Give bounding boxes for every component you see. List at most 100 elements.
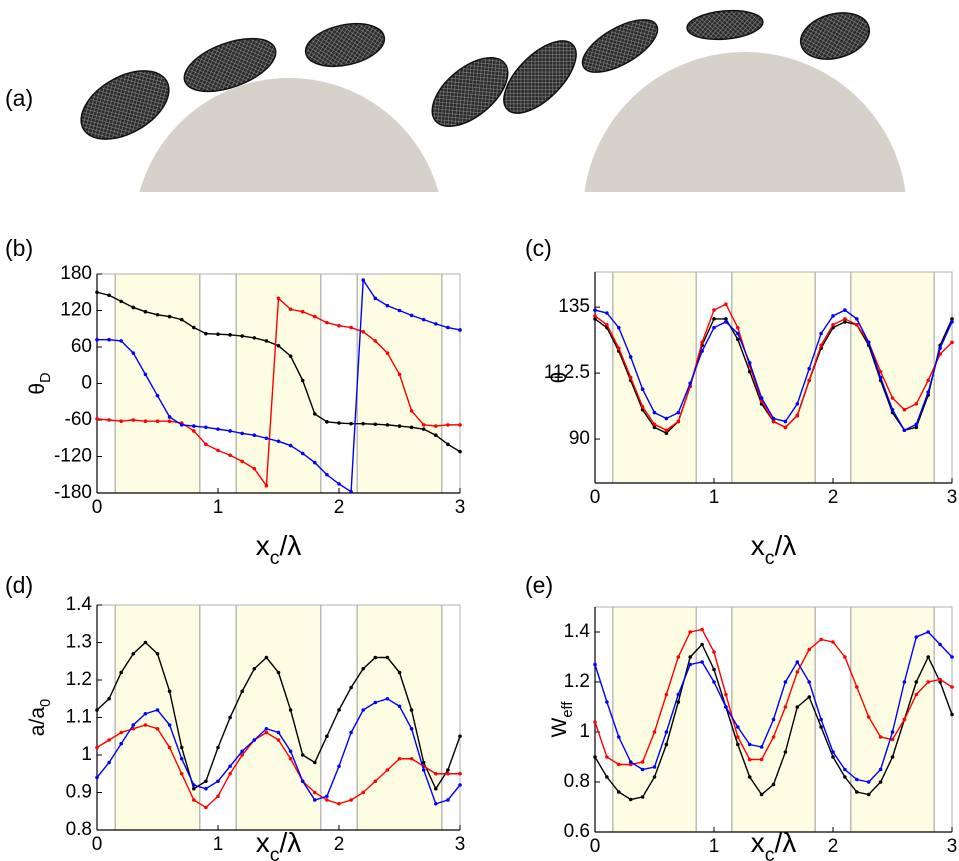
label-text: θ bbox=[26, 383, 49, 395]
x-tick-label: 1 bbox=[709, 836, 720, 857]
data-point bbox=[264, 339, 269, 343]
data-point bbox=[807, 695, 811, 699]
y-tick-label: 0 bbox=[81, 373, 92, 394]
data-point bbox=[855, 790, 859, 794]
data-point bbox=[759, 757, 764, 762]
data-point bbox=[458, 734, 462, 739]
data-point bbox=[131, 651, 136, 656]
data-point bbox=[950, 655, 954, 659]
data-point bbox=[313, 790, 317, 795]
data-point bbox=[155, 393, 160, 398]
data-point bbox=[795, 660, 800, 664]
label-text: x bbox=[256, 827, 270, 858]
data-point bbox=[902, 407, 907, 412]
data-point bbox=[819, 343, 823, 348]
data-point bbox=[264, 483, 269, 488]
data-point bbox=[652, 765, 657, 769]
x-tick-label: 3 bbox=[947, 487, 958, 508]
y-tick-label: 1.3 bbox=[66, 632, 92, 653]
data-point bbox=[914, 692, 919, 697]
shaded-region bbox=[114, 604, 201, 831]
data-point bbox=[434, 801, 438, 806]
data-point bbox=[361, 329, 366, 334]
data-point bbox=[143, 372, 148, 377]
data-point bbox=[759, 396, 764, 400]
data-point bbox=[446, 768, 450, 772]
data-point bbox=[458, 423, 462, 427]
data-point bbox=[831, 750, 835, 754]
data-point bbox=[409, 708, 414, 712]
y-tick-label: 1.4 bbox=[66, 594, 93, 615]
shaded-region bbox=[850, 606, 935, 833]
y-axis-label: Weff bbox=[548, 701, 576, 738]
data-point bbox=[95, 416, 99, 421]
data-point bbox=[807, 378, 811, 383]
data-point bbox=[276, 439, 281, 444]
data-point bbox=[373, 296, 378, 301]
data-point bbox=[325, 420, 329, 424]
data-point bbox=[617, 790, 621, 794]
y-tick-label: 0.8 bbox=[66, 819, 92, 840]
data-point bbox=[228, 429, 232, 433]
data-point bbox=[640, 387, 645, 392]
data-point bbox=[843, 775, 847, 779]
x-axis-label: xc/λ bbox=[751, 530, 797, 569]
data-point bbox=[712, 317, 716, 321]
label-subscript: c bbox=[270, 844, 280, 861]
y-tick-label: -180 bbox=[54, 482, 92, 503]
data-point bbox=[349, 325, 353, 330]
data-point bbox=[107, 337, 111, 342]
data-point bbox=[204, 805, 208, 810]
data-point bbox=[783, 419, 788, 424]
data-point bbox=[228, 333, 232, 337]
data-point bbox=[866, 792, 871, 797]
data-point bbox=[866, 780, 871, 784]
data-point bbox=[264, 436, 269, 441]
data-point bbox=[155, 419, 160, 424]
data-point bbox=[204, 779, 208, 784]
label-subscript: c bbox=[765, 844, 775, 861]
data-point bbox=[724, 302, 728, 307]
data-point bbox=[938, 680, 942, 684]
data-point bbox=[155, 312, 160, 317]
data-point bbox=[950, 320, 954, 324]
data-point bbox=[855, 777, 859, 782]
x-tick-label: 3 bbox=[947, 836, 958, 857]
data-point bbox=[228, 453, 232, 458]
x-tick-label: 2 bbox=[334, 497, 345, 518]
data-point bbox=[361, 666, 366, 671]
data-point bbox=[890, 407, 895, 412]
data-point bbox=[143, 723, 148, 727]
data-point bbox=[95, 775, 99, 780]
data-point bbox=[950, 317, 954, 321]
label-text: x bbox=[256, 530, 270, 561]
shaded-region bbox=[731, 271, 816, 484]
data-point bbox=[276, 738, 281, 742]
data-point bbox=[783, 425, 788, 430]
data-point bbox=[192, 429, 196, 433]
data-point bbox=[747, 361, 752, 365]
data-point bbox=[337, 482, 341, 486]
data-point bbox=[593, 755, 597, 759]
data-point bbox=[276, 343, 281, 348]
data-point bbox=[337, 801, 341, 806]
data-point bbox=[878, 735, 883, 739]
data-point bbox=[664, 692, 669, 697]
label-subscript: D bbox=[38, 372, 54, 383]
data-point bbox=[95, 745, 99, 750]
data-point bbox=[819, 717, 823, 722]
data-point bbox=[300, 779, 305, 784]
data-point bbox=[300, 309, 305, 314]
data-point bbox=[783, 750, 788, 754]
data-point bbox=[119, 741, 123, 746]
data-point bbox=[240, 753, 244, 757]
data-point bbox=[192, 798, 196, 802]
particle bbox=[304, 22, 386, 68]
data-point bbox=[143, 640, 148, 645]
data-point bbox=[593, 308, 597, 312]
data-point bbox=[664, 416, 669, 421]
data-point bbox=[119, 670, 123, 675]
x-tick-label: 1 bbox=[709, 487, 720, 508]
y-tick-label: 1.2 bbox=[564, 671, 590, 692]
data-point bbox=[617, 762, 621, 767]
